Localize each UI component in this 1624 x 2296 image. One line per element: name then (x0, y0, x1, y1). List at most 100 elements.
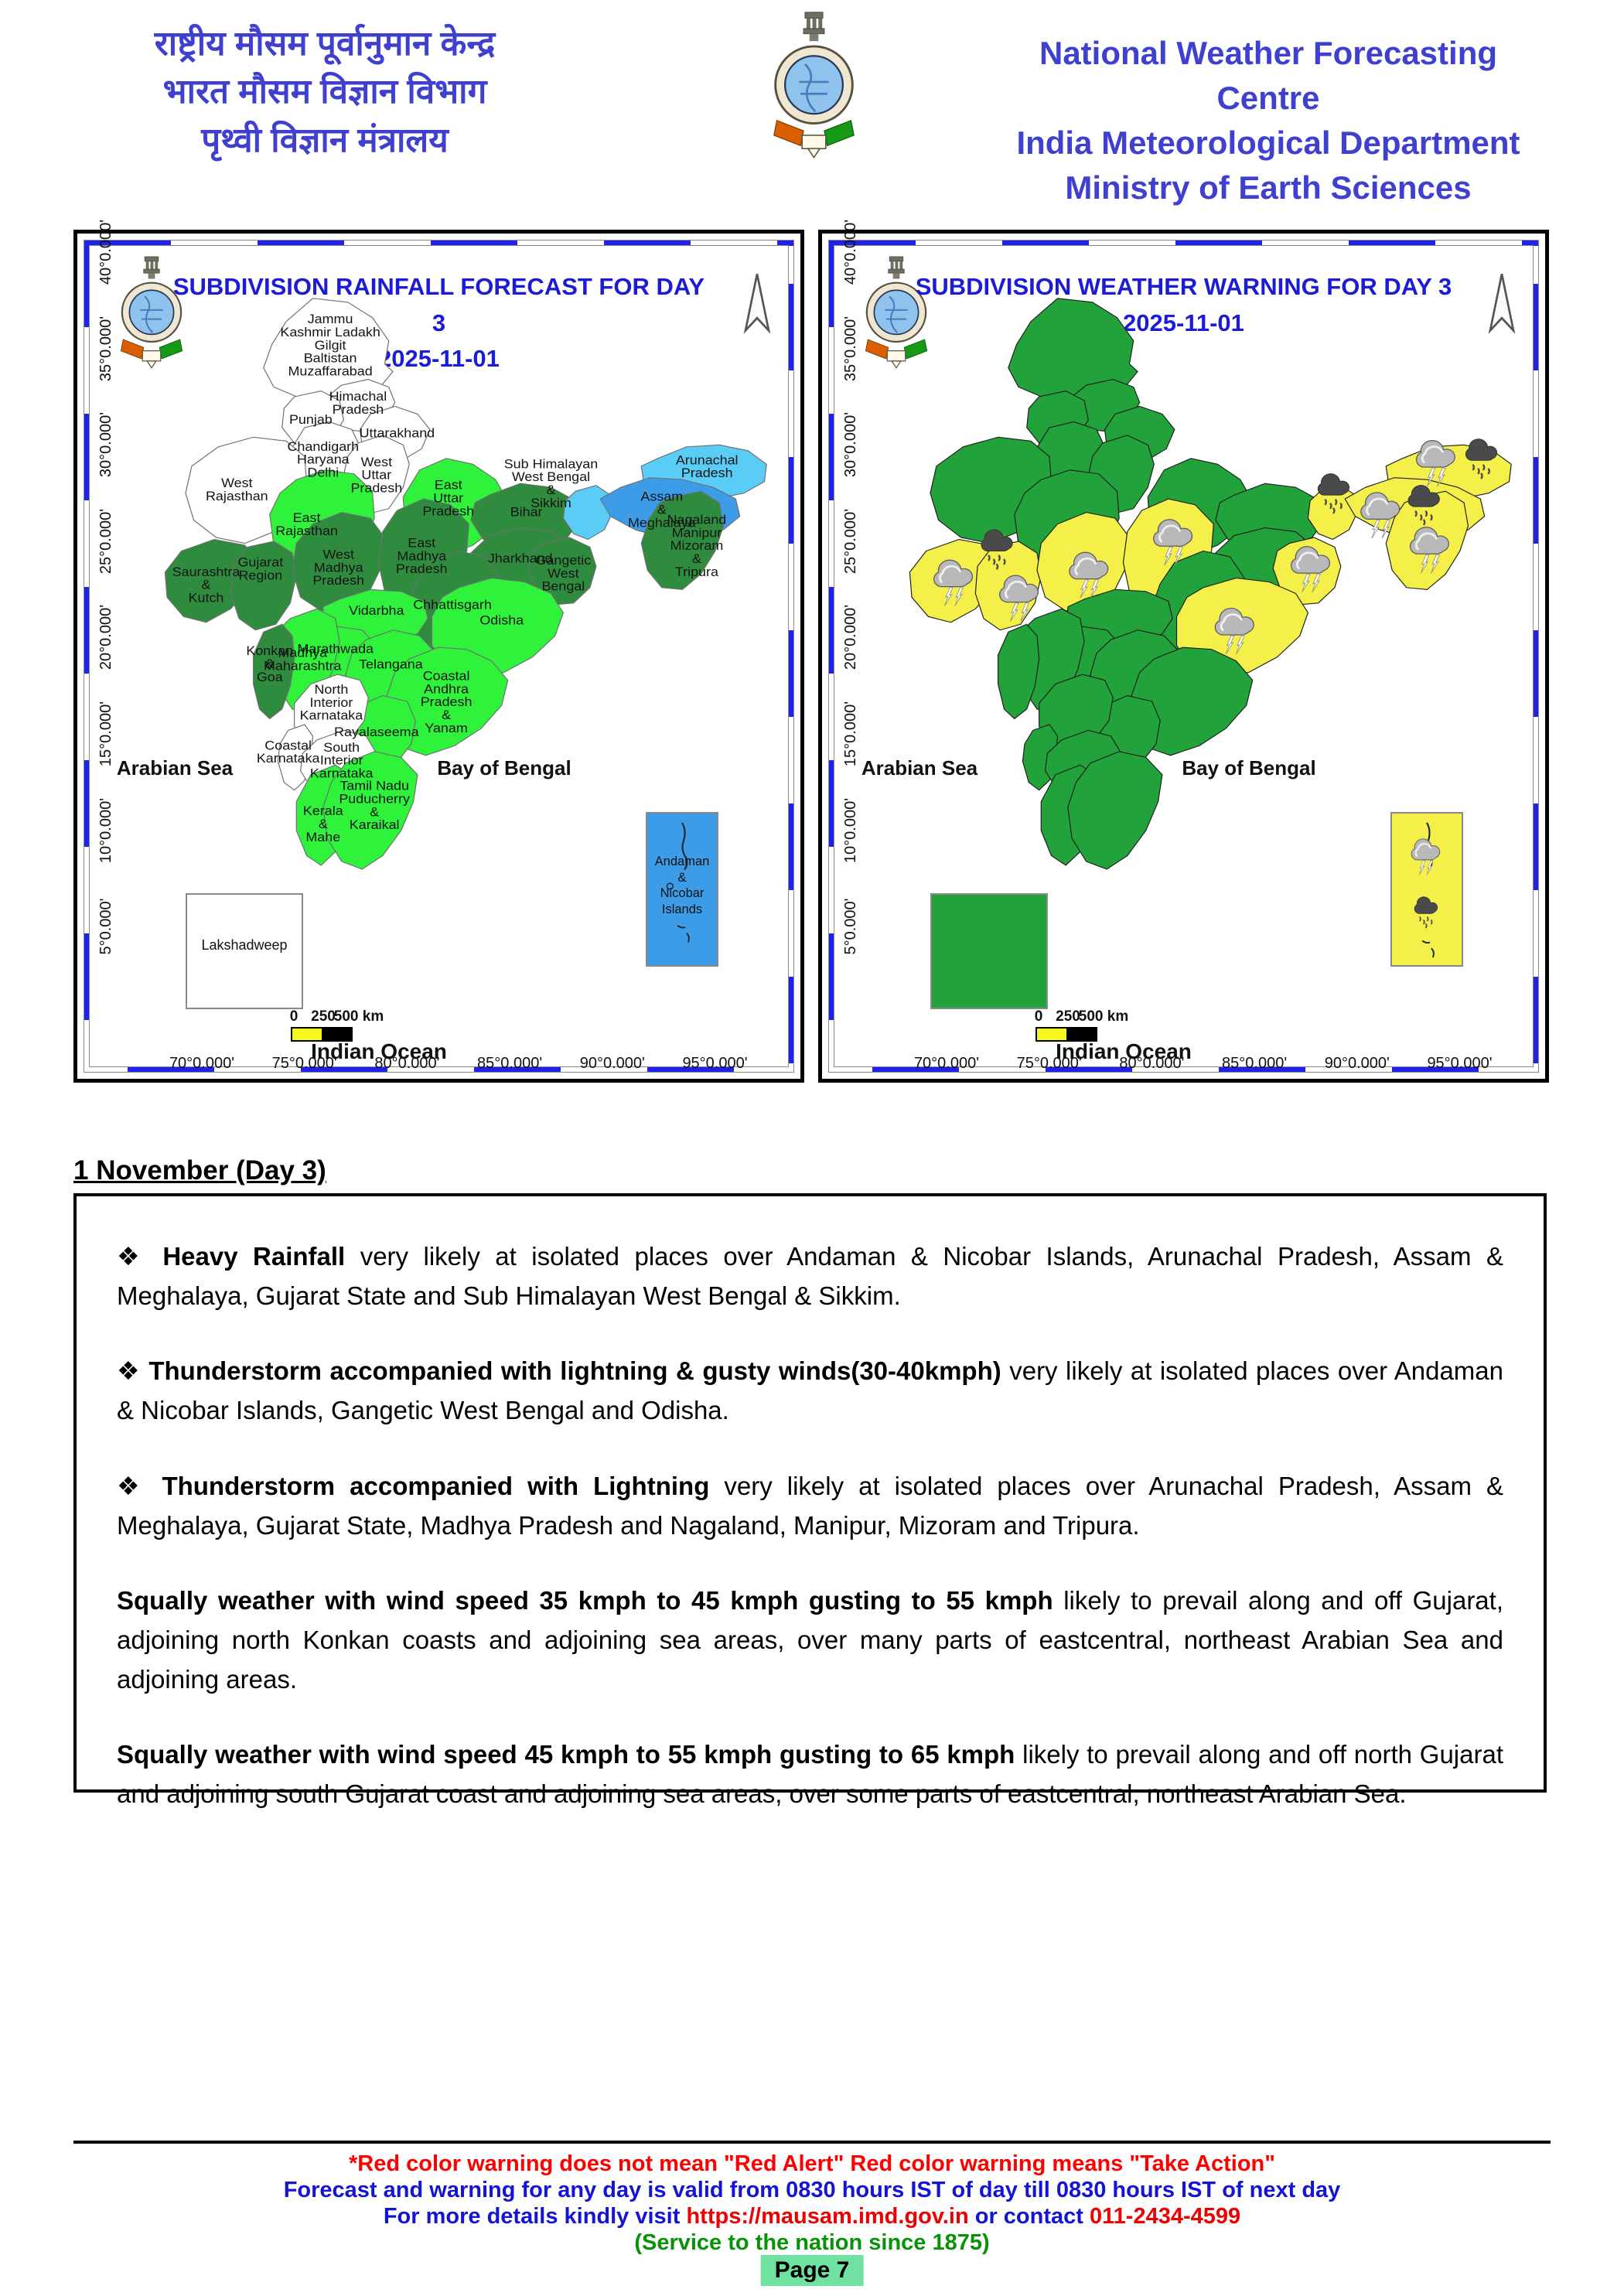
region-konkan_goa (252, 623, 295, 720)
region-label-sub_him_wb: Sub Himalayan West Bengal & Sikkim (504, 456, 598, 510)
andaman-label-line: Islands (661, 902, 703, 916)
map-title-text: SUBDIVISION RAINFALL FORECAST FOR DAY 3 (172, 273, 705, 336)
x-tick: 70°0.000' (913, 1055, 980, 1072)
footer-contact-pre: For more details kindly visit (383, 2204, 687, 2229)
region-label-jammu: Jammu Kashmir Ladakh Gilgit Baltistan Muzaff… (280, 312, 380, 379)
region-label-coastal_karnataka: Coastal Karnataka (257, 738, 320, 766)
map-date: 2025-11-01 (1123, 309, 1244, 336)
x-tick: 85°0.000' (1222, 1055, 1288, 1072)
warning-lead: Squally weather with wind speed 45 kmph … (117, 1740, 1015, 1769)
contact-phone: 011-2434-4599 (1090, 2204, 1241, 2229)
scale-250: 250 (1056, 1008, 1080, 1025)
region-label-chandigarh: Chandigarh Haryana Delhi (287, 438, 359, 479)
region-label-tamil_nadu: Tamil Nadu Puducherry & Karaikal (339, 778, 410, 832)
thunderstorm-icon (999, 575, 1039, 622)
scale-500: 500 km (333, 1008, 384, 1025)
lakshadweep-label: Lakshadweep (201, 937, 288, 953)
region-label-east_mp: East Madhya Pradesh (396, 535, 448, 576)
warning-detail: very likely at isolated places over Anda… (117, 1356, 1504, 1425)
region-label-north_interior_karnataka: North Interior Karnataka (300, 682, 363, 723)
footer-divider (73, 2141, 1551, 2144)
warning-paragraph: ❖ Thunderstorm accompanied with Lightnin… (117, 1466, 1503, 1545)
region-label-madhya_maharashtra: Madhya Maharashtra (264, 645, 342, 673)
region-label-south_interior_karnataka: South Interior Karnataka (310, 739, 374, 780)
indian-ocean-label: Indian Ocean (1056, 1039, 1192, 1063)
org-name-hindi: राष्ट्रीय मौसम पूर्वानुमान केन्द्र भारत … (116, 20, 534, 165)
region-gujarat_region (230, 541, 297, 631)
andaman-islands-outline (666, 822, 690, 943)
india-subdivision-map-warning (909, 298, 1512, 870)
region-label-jharkhand: Jharkhand (488, 551, 553, 565)
imd-logo (865, 256, 928, 369)
x-tick: 75°0.000' (1016, 1055, 1082, 1072)
map-scale-bar: 0 250 500 km (288, 1008, 384, 1042)
heavy-rain-icon (1465, 438, 1498, 479)
andaman-label-line: Andaman (654, 855, 710, 868)
region-label-konkan_goa: Konkan & Goa (246, 643, 293, 684)
bay-of-bengal-label: Bay of Bengal (437, 756, 571, 780)
rainfall-forecast-map-panel: SUBDIVISION RAINFALL FORECAST FOR DAY 3 … (73, 220, 804, 1083)
warning-detail: very likely at isolated places over Anda… (117, 1242, 1503, 1311)
org-english-line3: Ministry of Earth Sciences (1065, 169, 1472, 206)
y-tick: 35°0.000' (842, 316, 859, 381)
thunderstorm-icon (1409, 527, 1449, 574)
region-label-telangana: Telangana (359, 657, 423, 671)
region-nmmt (640, 490, 725, 590)
x-tick: 95°0.000' (682, 1055, 748, 1072)
org-name-english: National Weather Forecasting Centre Indi… (990, 31, 1547, 210)
heavy-rain-icon (1407, 485, 1440, 526)
region-label-assam_meghalaya: Assam & Meghalaya (628, 489, 696, 530)
warning-text-box: ❖ Heavy Rainfall very likely at isolated… (73, 1193, 1547, 1808)
arabian-sea-label: Arabian Sea (116, 756, 234, 780)
region-label-arunachal: Arunachal Pradesh (676, 452, 739, 480)
y-tick: 10°0.000' (842, 797, 859, 863)
y-tick: 40°0.000' (842, 219, 859, 285)
org-hindi-line1: राष्ट्रीय मौसम पूर्वानुमान केन्द्र (154, 25, 496, 63)
warning-paragraph: ❖ Thunderstorm accompanied with lightnin… (117, 1351, 1503, 1430)
website-link[interactable]: https://mausam.imd.gov.in (686, 2204, 969, 2229)
page-number-badge: Page 7 (760, 2255, 864, 2286)
warning-lead: ❖ Thunderstorm accompanied with lightnin… (117, 1356, 1001, 1386)
footer-contact-mid: or contact (968, 2204, 1090, 2229)
region-label-west_up: West Uttar Pradesh (350, 454, 402, 495)
report-date-heading: 1 November (Day 3) (73, 1155, 326, 1186)
scale-bar-graphic (1035, 1027, 1097, 1042)
org-hindi-line3: पृथ्वी विज्ञान मंत्रालय (201, 121, 449, 159)
x-tick: 85°0.000' (477, 1055, 543, 1072)
region-konkan_goa (997, 623, 1040, 720)
map-title-warning: SUBDIVISION WEATHER WARNING FOR DAY 3 20… (909, 269, 1459, 341)
andaman-label-line: & (677, 870, 687, 885)
region-label-odisha: Odisha (479, 612, 524, 627)
region-label-marathwada: Marathwada (297, 641, 374, 656)
warning-lead: ❖ Heavy Rainfall (117, 1242, 346, 1271)
scale-500: 500 km (1078, 1008, 1129, 1025)
x-tick: 90°0.000' (579, 1055, 645, 1072)
warning-paragraph: Squally weather with wind speed 35 kmph … (117, 1581, 1503, 1699)
thunderstorm-icon (1069, 551, 1109, 599)
x-tick: 75°0.000' (271, 1055, 337, 1072)
indian-ocean-label: Indian Ocean (311, 1039, 447, 1063)
region-tamil_nadu (322, 751, 418, 870)
y-tick: 20°0.000' (842, 605, 859, 670)
weather-warning-map-panel: SUBDIVISION WEATHER WARNING FOR DAY 3 20… (818, 220, 1549, 1083)
region-label-east_up: East Uttar Pradesh (422, 477, 474, 518)
india-subdivision-map-rainfall: Jammu Kashmir Ladakh Gilgit Baltistan Muzaff… (164, 298, 767, 870)
thunderstorm-icon (1214, 607, 1254, 655)
region-label-himachal: Himachal Pradesh (329, 388, 387, 416)
andaman-islands-outline (1411, 822, 1441, 958)
heavy-rain-icon (1414, 896, 1438, 929)
thunderstorm-icon (1360, 492, 1401, 539)
region-label-chhattisgarh: Chhattisgarh (413, 597, 492, 612)
andaman-nicobar-inset (1390, 812, 1463, 967)
y-tick: 35°0.000' (97, 316, 114, 381)
footer-contact-line: For more details kindly visit https://ma… (0, 2204, 1624, 2229)
andaman-nicobar-inset: Andaman & Nicobar Islands (646, 812, 718, 967)
region-tamil_nadu (1067, 751, 1163, 870)
heavy-rain-icon (1317, 473, 1349, 514)
region-gangetic_wb (527, 537, 597, 606)
scale-0: 0 (1034, 1008, 1043, 1025)
region-label-coastal_ap: Coastal Andhra Pradesh & Yanam (421, 668, 473, 735)
warning-lead: ❖ Thunderstorm accompanied with Lightnin… (117, 1471, 710, 1500)
warning-detail: likely to prevail along and off north Gu… (117, 1740, 1504, 1809)
